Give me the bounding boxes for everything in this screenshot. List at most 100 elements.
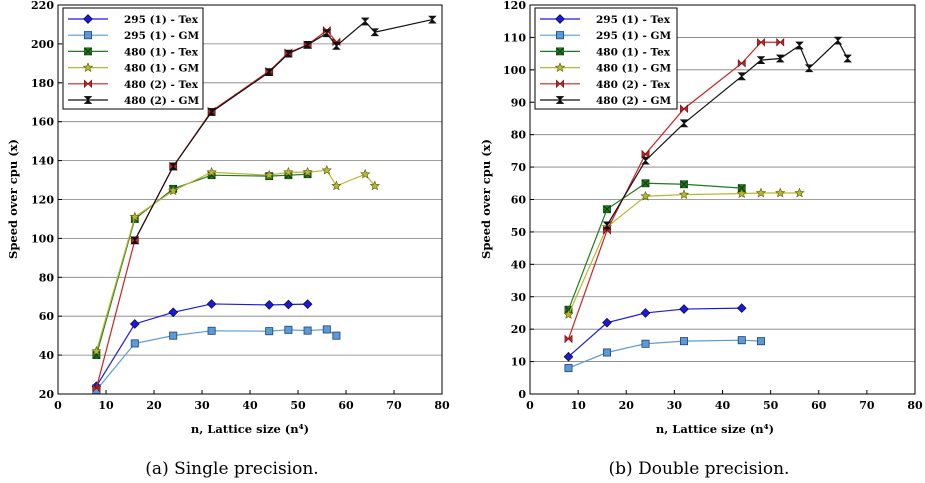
- data-point: [641, 339, 650, 348]
- series-line: [567, 182, 742, 310]
- legend-marker: [83, 14, 93, 24]
- data-point: [563, 309, 574, 319]
- data-point: [129, 211, 140, 222]
- data-point: [206, 299, 217, 309]
- data-point: [843, 54, 852, 63]
- data-point: [757, 337, 766, 346]
- legend-label: 295 (1) - Tex: [596, 14, 671, 26]
- ytick-label: 50: [511, 226, 527, 239]
- xtick-label: 10: [570, 399, 586, 412]
- legend-marker: [82, 62, 94, 72]
- xticks-b: 0 10 20 30 40 50 60 70 80: [526, 390, 923, 412]
- legend-a: 295 (1) - Tex 295 (1) - GM 480 (1) - Tex 48…: [62, 7, 204, 110]
- legend-label: 480 (1) - GM: [596, 63, 671, 75]
- data-point: [129, 319, 140, 329]
- data-point: [302, 299, 313, 309]
- data-point: [756, 56, 766, 65]
- data-point: [130, 339, 139, 348]
- series-a: [91, 15, 437, 395]
- data-point: [303, 40, 312, 49]
- data-point: [804, 64, 814, 73]
- legend-label: 480 (1) - Tex: [596, 46, 671, 58]
- data-point: [776, 37, 785, 47]
- data-point: [206, 166, 217, 177]
- data-point: [130, 236, 140, 245]
- data-point: [322, 29, 332, 38]
- ytick-label: 90: [511, 96, 527, 109]
- legend-marker: [554, 62, 566, 72]
- data-point: [795, 41, 804, 50]
- legend-label: 480 (1) - Tex: [124, 46, 199, 58]
- data-point: [369, 180, 380, 191]
- caption-a: (a) Single precision.: [145, 459, 318, 479]
- data-point: [360, 168, 371, 179]
- data-point: [679, 119, 689, 128]
- series-480-2-gm: [602, 36, 852, 230]
- xtick-label: 10: [98, 399, 114, 412]
- data-point: [302, 166, 313, 177]
- data-point: [91, 345, 102, 356]
- data-point: [833, 36, 843, 45]
- legend-label: 295 (1) - GM: [124, 30, 199, 42]
- data-point: [264, 68, 274, 77]
- legend-label: 295 (1) - GM: [596, 30, 671, 42]
- ytick-label: 110: [503, 31, 526, 44]
- data-point: [564, 334, 573, 344]
- xtick-label: 0: [526, 399, 534, 412]
- data-point: [775, 54, 785, 63]
- xtick-label: 70: [386, 399, 402, 412]
- ylabel-b: Speed over cpu (x): [479, 139, 493, 259]
- data-point: [207, 108, 216, 116]
- ytick-label: 120: [503, 0, 526, 12]
- legend-label: 295 (1) - Tex: [124, 14, 199, 26]
- xtick-label: 60: [811, 399, 827, 412]
- legend-label: 480 (2) - Tex: [596, 79, 671, 91]
- series-line: [568, 307, 742, 358]
- ytick-label: 60: [39, 310, 55, 323]
- data-point: [736, 303, 747, 313]
- series-line: [568, 339, 762, 369]
- ytick-label: 160: [31, 116, 54, 129]
- yticks-a: 20 40 60 80 100 120 140 160 180 200 220: [31, 0, 62, 401]
- data-point: [283, 299, 294, 310]
- xlabel-a: n, Lattice size (n⁴): [191, 422, 309, 436]
- series-295-1-tex: [563, 303, 747, 362]
- xtick-label: 20: [619, 399, 635, 412]
- data-point: [303, 326, 312, 335]
- legend-label: 480 (2) - GM: [596, 95, 671, 107]
- legend-b: 295 (1) - Tex 295 (1) - GM 480 (1) - Tex 48…: [534, 7, 678, 110]
- data-point: [641, 179, 650, 188]
- ytick-label: 0: [518, 388, 526, 401]
- ytick-label: 220: [31, 0, 54, 12]
- ytick-label: 120: [31, 194, 54, 207]
- data-point: [265, 327, 274, 336]
- ytick-label: 180: [31, 77, 54, 90]
- ytick-label: 100: [31, 232, 54, 245]
- legend-marker: [84, 31, 93, 40]
- ytick-label: 60: [511, 194, 527, 207]
- xtick-label: 20: [146, 399, 162, 412]
- xtick-label: 40: [715, 399, 731, 412]
- ytick-label: 70: [511, 161, 527, 174]
- ylabel-a: Speed over cpu (x): [6, 139, 20, 259]
- xtick-label: 70: [859, 399, 875, 412]
- data-point: [737, 336, 746, 345]
- legend-items-a: 295 (1) - Tex 295 (1) - GM 480 (1) - Tex 48…: [68, 14, 199, 107]
- data-point: [563, 351, 574, 362]
- ytick-label: 100: [503, 64, 526, 77]
- ytick-label: 200: [31, 38, 54, 51]
- data-point: [737, 59, 746, 68]
- legend-marker: [84, 79, 92, 89]
- series-295-1-gm: [564, 336, 766, 373]
- series-295-1-gm: [92, 325, 341, 395]
- data-point: [678, 189, 690, 199]
- legend-marker: [556, 47, 564, 56]
- data-point: [679, 304, 689, 314]
- ytick-label: 30: [511, 291, 527, 304]
- legend-marker: [555, 14, 565, 24]
- series-line: [567, 192, 800, 315]
- data-point: [331, 180, 342, 191]
- data-point: [640, 190, 651, 201]
- chart-double-precision: 0 10 20 30 40 50 60 70 80 90 100 110 120 0 10 20 30 40 50…: [479, 0, 923, 479]
- xtick-label: 30: [194, 399, 210, 412]
